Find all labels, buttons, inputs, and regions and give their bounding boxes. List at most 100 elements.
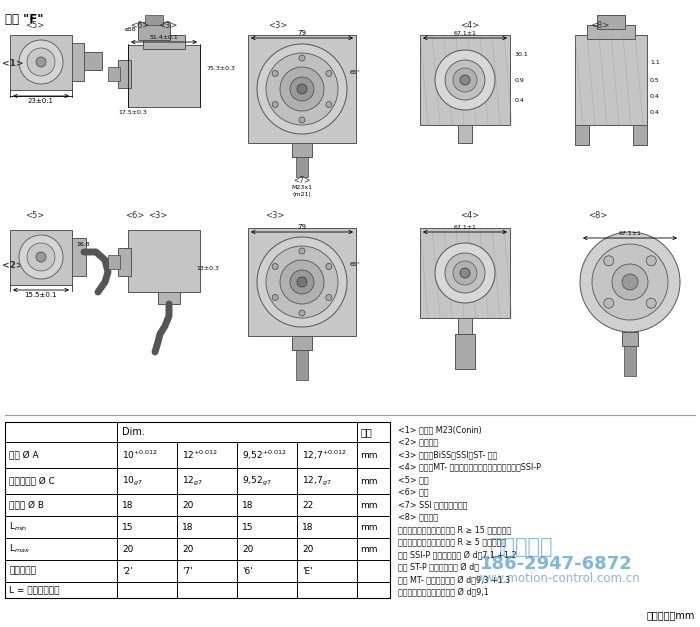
Bar	[10, 230, 72, 285]
Text: (m21): (m21)	[293, 192, 312, 197]
Bar	[597, 15, 625, 29]
Circle shape	[435, 50, 495, 110]
Text: 单位: 单位	[361, 427, 372, 437]
Bar	[420, 35, 510, 125]
Text: 9,52$_{g7}$: 9,52$_{g7}$	[242, 475, 272, 488]
Text: 0.4: 0.4	[515, 98, 525, 102]
Text: <1>: <1>	[2, 58, 24, 68]
Text: mm: mm	[360, 451, 377, 460]
Text: 15: 15	[242, 522, 253, 532]
Text: mm: mm	[360, 477, 377, 485]
Text: 9,52$^{+0.012}$: 9,52$^{+0.012}$	[242, 448, 287, 461]
Text: 使用 MT- 接口时的电缆 Ø d：9,3 +1.3: 使用 MT- 接口时的电缆 Ø d：9,3 +1.3	[398, 575, 510, 584]
Text: 67.1±1: 67.1±1	[619, 231, 641, 236]
Text: 0.9: 0.9	[515, 78, 525, 83]
Text: mm: mm	[360, 522, 377, 532]
Circle shape	[297, 84, 307, 94]
Bar	[420, 228, 510, 318]
Text: 20: 20	[122, 544, 134, 554]
Text: 轴型号代码: 轴型号代码	[9, 567, 36, 576]
Text: <3>: <3>	[158, 21, 177, 30]
Circle shape	[36, 57, 46, 67]
Bar	[587, 25, 635, 39]
Text: <7> SSI 可选括号内的值: <7> SSI 可选括号内的值	[398, 500, 468, 509]
Text: 10$_{g7}$: 10$_{g7}$	[122, 475, 143, 488]
Text: 0.5: 0.5	[650, 78, 659, 83]
Bar	[10, 35, 72, 90]
Circle shape	[445, 60, 485, 100]
Text: 20: 20	[242, 544, 253, 554]
Bar	[575, 125, 589, 145]
Circle shape	[299, 248, 305, 254]
Text: <8>: <8>	[588, 211, 608, 220]
Text: 186-2947-6872: 186-2947-6872	[480, 555, 633, 573]
Bar	[138, 22, 170, 40]
Text: 10$^{+0.012}$: 10$^{+0.012}$	[122, 449, 158, 461]
Bar	[158, 292, 180, 304]
Text: 西安德伍拓: 西安德伍拓	[490, 537, 552, 557]
Text: <7>: <7>	[293, 176, 311, 185]
Text: <2>: <2>	[2, 260, 24, 270]
Text: 固定安装时的电缆弯曲半径 R ≥ 5 倍电缆直径: 固定安装时的电缆弯曲半径 R ≥ 5 倍电缆直径	[398, 537, 506, 547]
Circle shape	[612, 264, 648, 300]
Bar	[118, 60, 131, 88]
Text: 79: 79	[298, 224, 307, 230]
Circle shape	[266, 246, 338, 318]
Text: <3>: <3>	[265, 211, 284, 220]
Bar	[72, 238, 86, 276]
Text: 12$^{+0.012}$: 12$^{+0.012}$	[182, 449, 218, 461]
Text: 13±0.3: 13±0.3	[196, 265, 219, 270]
Circle shape	[326, 295, 332, 300]
Text: 22: 22	[302, 500, 314, 510]
Circle shape	[266, 53, 338, 125]
Circle shape	[297, 277, 307, 287]
Text: <5>: <5>	[25, 211, 44, 220]
Bar	[458, 125, 472, 143]
Text: 51.4±0.1: 51.4±0.1	[150, 35, 178, 40]
Circle shape	[646, 298, 656, 308]
Text: <3> 接口：BiSS、SSI、ST- 并行: <3> 接口：BiSS、SSI、ST- 并行	[398, 450, 497, 459]
Circle shape	[27, 48, 55, 76]
Text: Dim.: Dim.	[122, 427, 145, 437]
Circle shape	[299, 117, 305, 123]
Text: <4> 接口：MT- 并行（仅适用电缆）、现场总线、SSI-P: <4> 接口：MT- 并行（仅适用电缆）、现场总线、SSI-P	[398, 463, 541, 472]
Circle shape	[27, 243, 55, 271]
Circle shape	[453, 68, 477, 92]
Text: <6> 径向: <6> 径向	[398, 488, 428, 497]
Text: 12$_{g7}$: 12$_{g7}$	[182, 475, 203, 488]
Bar	[622, 332, 638, 346]
Bar	[145, 15, 163, 25]
Text: 1.1: 1.1	[650, 60, 659, 65]
Circle shape	[272, 263, 278, 270]
Text: 12,7$^{+0.012}$: 12,7$^{+0.012}$	[302, 448, 346, 461]
Text: 15: 15	[122, 522, 134, 532]
Bar	[296, 350, 308, 380]
Text: 18: 18	[242, 500, 253, 510]
Circle shape	[299, 55, 305, 61]
Text: 65°: 65°	[350, 263, 361, 268]
Text: <8>: <8>	[590, 21, 610, 30]
Text: 65°: 65°	[350, 70, 361, 75]
Circle shape	[290, 77, 314, 101]
Circle shape	[280, 67, 324, 111]
Circle shape	[272, 102, 278, 107]
Text: L$_{min}$: L$_{min}$	[9, 521, 27, 533]
Bar	[624, 346, 636, 376]
Circle shape	[435, 243, 495, 303]
Bar	[118, 248, 131, 276]
Text: 67.1±1: 67.1±1	[454, 31, 477, 36]
Text: <8> 客户端面: <8> 客户端面	[398, 512, 438, 522]
Text: 使用 SSI-P 接口时的电缆 Ø d：7,1 +1.2: 使用 SSI-P 接口时的电缆 Ø d：7,1 +1.2	[398, 550, 517, 559]
Text: 盲轴 Ø A: 盲轴 Ø A	[9, 451, 38, 460]
Bar	[5, 422, 390, 598]
Circle shape	[257, 237, 347, 327]
Bar	[455, 334, 475, 369]
Text: ø58: ø58	[125, 27, 136, 32]
Circle shape	[19, 40, 63, 84]
Text: 匹配连接轴 Ø C: 匹配连接轴 Ø C	[9, 477, 55, 485]
Bar	[292, 143, 312, 157]
Text: 18: 18	[302, 522, 314, 532]
Circle shape	[622, 274, 638, 290]
Text: 尺寸单位：mm: 尺寸单位：mm	[647, 610, 695, 620]
Text: mm: mm	[360, 544, 377, 554]
